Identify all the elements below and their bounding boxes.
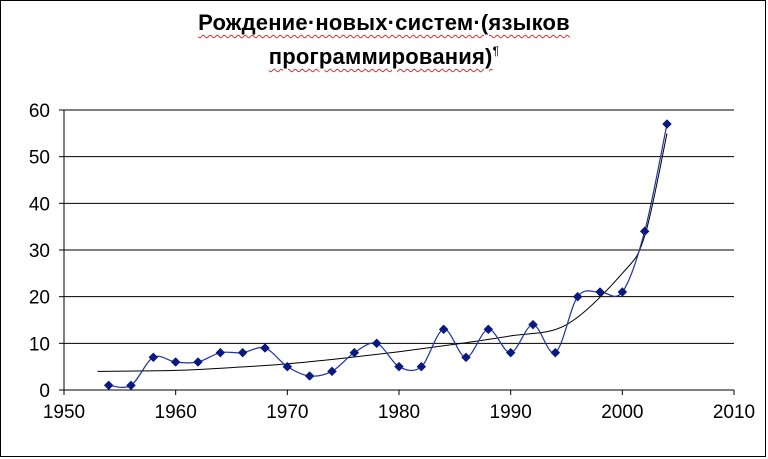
- data-point-0-11: [349, 347, 360, 358]
- data-point-0-2: [148, 352, 159, 363]
- data-point-0-10: [327, 366, 337, 377]
- data-point-0-8: [282, 361, 293, 372]
- x-tick-label-4: 1990: [490, 402, 532, 423]
- data-point-0-14: [416, 361, 427, 372]
- data-point-0-19: [528, 319, 538, 330]
- data-point-0-1: [126, 380, 136, 391]
- trendline: [97, 133, 668, 372]
- y-tick-label-2: 20: [29, 288, 50, 309]
- chart-title-text-2: программирования): [268, 44, 493, 69]
- y-tick-label-4: 40: [29, 194, 50, 215]
- data-point-0-3: [170, 357, 181, 367]
- data-point-0-24: [639, 226, 650, 237]
- series-line-0: [108, 123, 668, 388]
- x-tick-label-1: 1960: [155, 402, 197, 423]
- data-point-0-15: [438, 324, 449, 335]
- paragraph-mark: ¶: [492, 44, 500, 58]
- data-point-0-4: [193, 357, 203, 367]
- chart-title-line1: Рождение·новых·систем·(языков: [0, 10, 768, 36]
- y-tick-label-0: 0: [39, 381, 50, 402]
- data-point-0-20: [550, 347, 561, 358]
- y-tick-label-1: 10: [29, 334, 50, 355]
- x-tick-label-2: 1970: [266, 402, 308, 423]
- x-tick-label-0: 1950: [43, 402, 85, 423]
- x-tick-label-5: 2000: [601, 402, 643, 423]
- chart-title-line2: программирования)¶: [0, 44, 768, 70]
- data-point-0-7: [260, 343, 270, 353]
- data-point-0-23: [617, 287, 628, 297]
- data-point-0-21: [572, 291, 583, 302]
- data-point-0-18: [505, 347, 516, 358]
- data-point-0-17: [483, 324, 494, 335]
- chart-title-text-1: Рождение·новых·систем·(языков: [198, 10, 570, 35]
- y-tick-label-5: 50: [29, 148, 50, 169]
- data-point-0-9: [304, 371, 315, 381]
- x-tick-label-3: 1980: [378, 402, 420, 423]
- y-tick-label-6: 60: [29, 101, 50, 122]
- data-point-0-13: [394, 361, 404, 372]
- data-point-0-22: [595, 287, 605, 297]
- data-point-0-6: [237, 347, 248, 358]
- y-tick-label-3: 30: [29, 241, 50, 262]
- x-tick-label-6: 2010: [713, 402, 755, 423]
- data-point-0-0: [103, 380, 114, 391]
- data-point-0-16: [461, 352, 471, 363]
- data-point-0-12: [371, 338, 382, 349]
- data-point-0-25: [662, 119, 672, 129]
- data-point-0-5: [215, 347, 226, 358]
